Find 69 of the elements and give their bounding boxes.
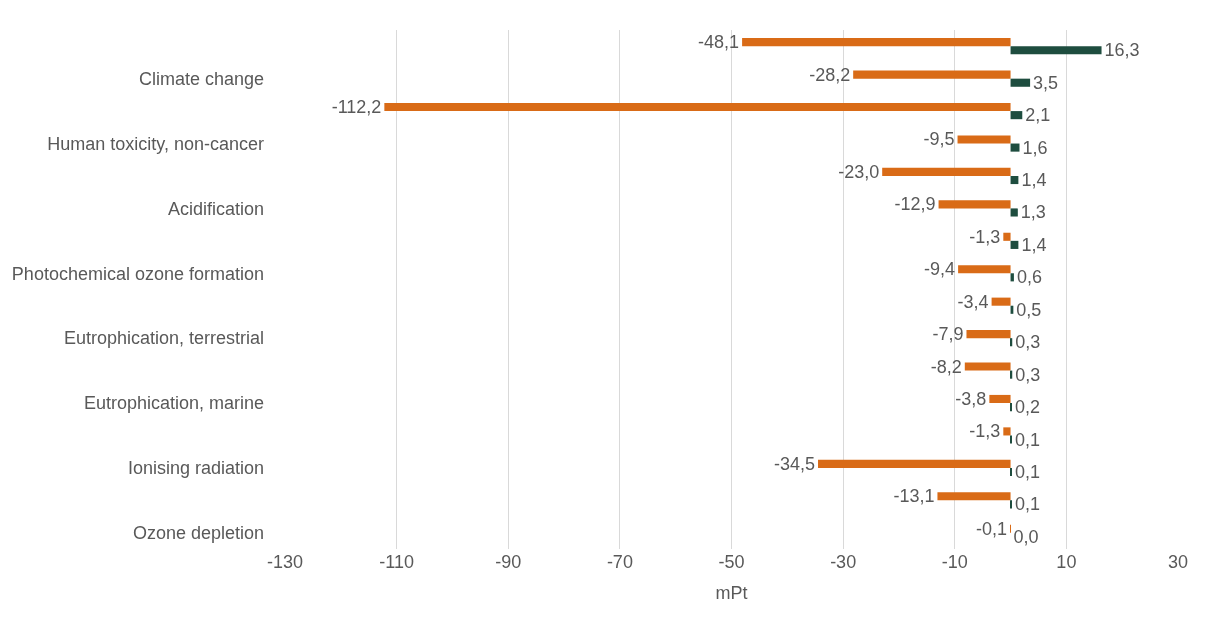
x-axis-title: mPt: [715, 583, 748, 604]
bar: [958, 265, 1011, 274]
x-tick-label: 30: [1167, 552, 1189, 572]
bar: [1003, 427, 1011, 436]
data-label: -1,3: [969, 421, 1001, 442]
data-label: -3,8: [955, 388, 987, 409]
data-label: 0,3: [1015, 332, 1041, 353]
data-label: 0,6: [1016, 267, 1042, 288]
y-tick-label: Human toxicity, non-cancer: [47, 133, 264, 154]
y-tick-label: Acidification: [167, 198, 264, 219]
data-label: -0,1: [975, 518, 1007, 539]
x-tick-label: -70: [606, 552, 633, 572]
x-tick-label: -30: [830, 552, 857, 572]
x-tick-label: -10: [941, 552, 968, 572]
data-label: -9,4: [924, 259, 956, 280]
bar: [818, 459, 1011, 468]
bar: [966, 330, 1011, 339]
data-label: -3,4: [957, 291, 989, 312]
data-label: 1,3: [1020, 202, 1046, 223]
data-label: 1,6: [1022, 137, 1048, 158]
y-tick-label: Ionising radiation: [127, 458, 264, 479]
y-tick-label: Climate change: [138, 68, 264, 89]
bar: [1010, 46, 1102, 55]
data-label: 1,4: [1021, 170, 1047, 191]
data-label: 16,3: [1104, 40, 1140, 61]
data-label: -12,9: [894, 194, 936, 215]
bar: [1010, 78, 1031, 87]
bar: [853, 70, 1011, 79]
data-label: -28,2: [809, 64, 851, 85]
data-label: -8,2: [930, 356, 962, 377]
y-tick-label: Ozone depletion: [132, 523, 264, 544]
bar: [1010, 208, 1018, 217]
data-label: 2,1: [1025, 105, 1051, 126]
data-label: -7,9: [932, 324, 964, 345]
bar: [991, 297, 1011, 306]
bar: [937, 492, 1011, 501]
data-label: -23,0: [838, 161, 880, 182]
data-label: -48,1: [698, 32, 740, 53]
bar: [742, 38, 1011, 47]
data-label: 3,5: [1033, 72, 1059, 93]
bar: [938, 200, 1011, 209]
y-tick-label: Photochemical ozone formation: [11, 263, 264, 284]
data-label: 1,4: [1021, 234, 1047, 255]
data-label: 0,1: [1015, 461, 1041, 482]
x-tick-label: -110: [379, 552, 414, 572]
x-tick-label: -130: [266, 552, 304, 572]
data-label: 0,1: [1015, 494, 1041, 515]
y-tick-label: Eutrophication, marine: [83, 393, 264, 414]
y-tick-label: Eutrophication, terrestrial: [63, 328, 264, 349]
bar: [964, 362, 1011, 371]
data-label: 0,5: [1016, 299, 1042, 320]
bar: [1010, 111, 1023, 120]
bar: [384, 102, 1011, 112]
bar: [989, 394, 1011, 404]
data-label: -112,2: [331, 97, 382, 118]
data-label: -34,5: [773, 453, 816, 474]
data-label: 0,1: [1015, 429, 1041, 450]
data-label: 0,2: [1015, 397, 1041, 418]
data-label: -13,1: [893, 486, 935, 507]
x-tick-label: -50: [718, 552, 745, 572]
bar: [1003, 232, 1011, 241]
data-label: -9,5: [923, 129, 955, 150]
bar: [882, 167, 1011, 176]
x-tick-label: 10: [1056, 552, 1077, 572]
bar: [957, 135, 1011, 144]
x-tick-label: -90: [495, 552, 522, 572]
data-label: 0,3: [1015, 364, 1041, 385]
data-label: -1,3: [969, 226, 1001, 247]
data-label: 0,0: [1013, 526, 1039, 547]
